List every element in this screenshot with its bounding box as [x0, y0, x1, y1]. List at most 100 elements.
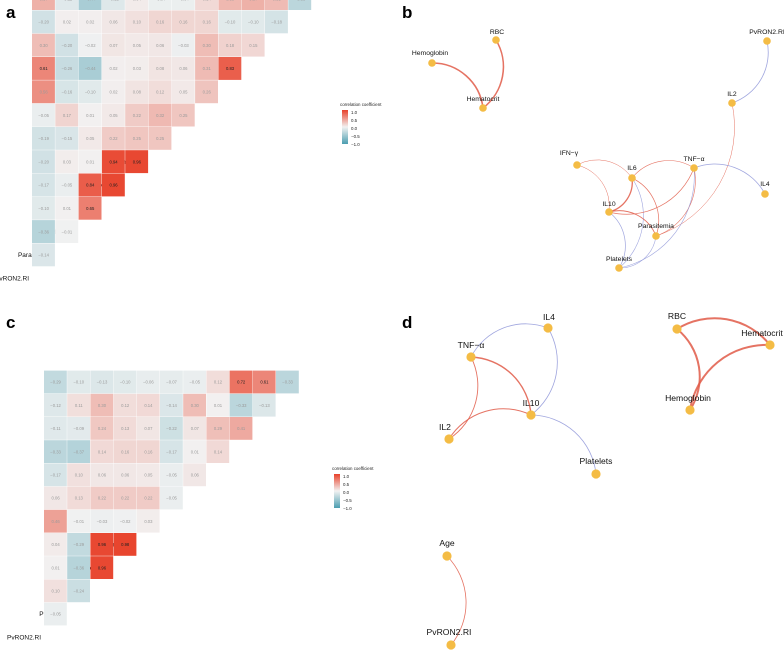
panel-b-label: b [402, 3, 412, 22]
heatmap-cell [125, 80, 149, 104]
heatmap-cell [125, 0, 149, 10]
network-node-label: IL4 [760, 181, 770, 188]
network-edge [576, 164, 610, 213]
heatmap-cell [55, 33, 79, 57]
heatmap-cell [160, 393, 183, 417]
heatmap-cell-value: −0.05 [50, 612, 61, 617]
heatmap-cell [101, 103, 125, 127]
heatmap-cell [67, 370, 90, 394]
heatmap-cell-value: 0.83 [226, 66, 235, 71]
heatmap-cell [113, 509, 137, 533]
heatmap-cell [113, 393, 137, 417]
network-edge [676, 317, 771, 346]
heatmap-cell-value: 0.06 [98, 473, 107, 478]
heatmap-cell [171, 80, 195, 104]
heatmap-cell [195, 57, 218, 80]
heatmap-cell-value: −0.44 [85, 0, 96, 1]
heatmap-cell-value: −0.36 [38, 229, 49, 234]
heatmap-cell-value: 0.61 [40, 66, 49, 71]
heatmap-cell [44, 440, 67, 463]
heatmap-cell [101, 0, 125, 10]
heatmap-cell [148, 80, 172, 104]
heatmap-cell-value: 0.16 [156, 20, 165, 25]
legend-tick: 1.0 [343, 474, 350, 479]
network-edge [618, 177, 644, 269]
heatmap-cell-value: 0.22 [144, 496, 153, 501]
heatmap-cell [113, 486, 137, 510]
heatmap-cell-value: −0.26 [62, 66, 73, 71]
network-edge [470, 323, 549, 358]
heatmap-cell-value: 0.02 [63, 20, 72, 25]
heatmap-cell-value: −0.02 [85, 43, 96, 48]
heatmap-cell-value: 0.96 [98, 565, 107, 570]
network-node [605, 208, 613, 216]
network-node-label: IL6 [627, 165, 637, 172]
heatmap-cell-value: 0.56 [40, 89, 49, 94]
heatmap-cell [78, 126, 102, 150]
heatmap-cell [206, 417, 230, 440]
heatmap-cell [55, 220, 79, 243]
heatmap-cell [218, 0, 242, 10]
heatmap-cell [195, 0, 218, 10]
heatmap-cell-value: 0.12 [214, 380, 223, 385]
heatmap-cell [55, 80, 79, 104]
network-node [442, 551, 452, 561]
network-node-label: Hemoglobin [412, 50, 448, 57]
heatmap-cell [55, 0, 79, 10]
heatmap-cell [136, 463, 160, 487]
heatmap-cell-value: 0.07 [191, 426, 200, 431]
legend-title: correlation coefficient [332, 466, 374, 471]
heatmap-cell-value: 0.25 [156, 136, 165, 141]
heatmap-cell [101, 57, 125, 80]
heatmap-cell-value: −0.18 [271, 20, 282, 25]
heatmap-cell-value: −0.19 [38, 136, 49, 141]
heatmap-cell-value: 0.22 [109, 136, 118, 141]
heatmap-cell-value: −0.13 [259, 403, 270, 408]
heatmap-cell-value: −0.06 [143, 380, 154, 385]
network-d: IL4 TNF−α IL10 IL2 Platelets RBC Hematocrit Hem… [427, 311, 783, 650]
network-edge [655, 167, 696, 237]
heatmap-cell [32, 0, 55, 10]
heatmap-cell [252, 393, 276, 417]
heatmap-cell [160, 417, 183, 440]
heatmap-cell [148, 57, 172, 80]
heatmap-cell [67, 417, 90, 440]
network-node-label: IL2 [439, 422, 451, 432]
heatmap-cell [136, 393, 160, 417]
heatmap-cell-value: 0.06 [191, 473, 200, 478]
heatmap-cell [78, 80, 102, 104]
heatmap-cell [183, 393, 206, 417]
network-node [761, 190, 769, 198]
heatmap-cell [55, 10, 79, 34]
heatmap-cell-value: 0.18 [226, 43, 235, 48]
heatmap-cell [113, 370, 137, 394]
heatmap-cell-value: −0.10 [85, 89, 96, 94]
heatmap-cell [183, 440, 206, 463]
legend-title: correlation coefficient [340, 102, 382, 107]
network-node [543, 323, 553, 333]
heatmap-cell [195, 10, 218, 34]
heatmap-cell-value: −0.24 [73, 589, 84, 594]
network-edge [431, 62, 484, 109]
network-node [446, 640, 456, 650]
legend-a: correlation coefficient 1.0 0.5 0.0 −0.5… [340, 102, 382, 147]
panel-c-label: c [6, 313, 15, 332]
network-node [444, 434, 454, 444]
network-node-label: Parasitemia [638, 223, 674, 230]
heatmap-cell-value: 0.06 [52, 496, 61, 501]
heatmap-cell-value: −0.17 [38, 183, 49, 188]
heatmap-cell-value: −0.33 [282, 380, 293, 385]
heatmap-cell-value: 0.13 [75, 496, 84, 501]
network-edge [676, 328, 701, 411]
network-edge [618, 235, 657, 269]
heatmap-cell [44, 556, 67, 579]
heatmap-cell-value: 0.07 [144, 426, 153, 431]
heatmap-cell [55, 196, 79, 220]
heatmap-cell [101, 80, 125, 104]
heatmap-cell-value: −0.05 [38, 113, 49, 118]
heatmap-cell-value: −0.33 [295, 0, 306, 1]
heatmap-cell [90, 556, 114, 579]
legend-tick: 0.0 [343, 490, 350, 495]
network-node-label: PvRON2.RI [749, 29, 784, 36]
heatmap-cell-value: 0.41 [237, 426, 246, 431]
